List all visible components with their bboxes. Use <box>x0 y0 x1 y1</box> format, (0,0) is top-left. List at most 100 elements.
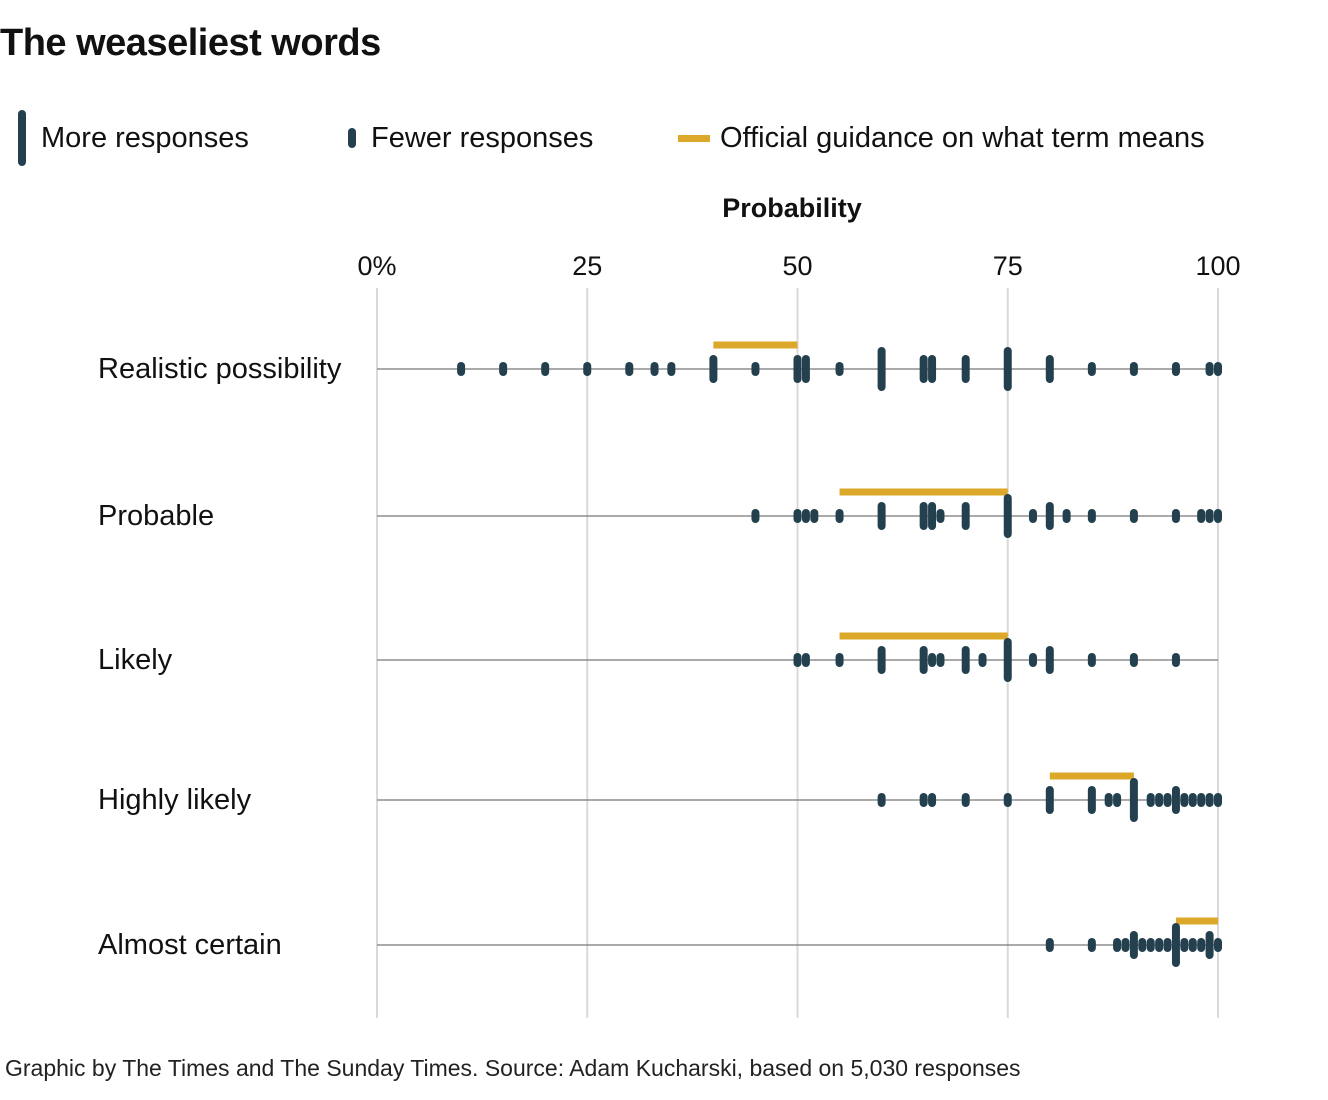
response-mark <box>793 355 802 383</box>
response-mark <box>1129 653 1138 667</box>
response-mark <box>919 502 928 530</box>
row-likely: Likely <box>98 632 1218 682</box>
response-mark <box>499 362 508 376</box>
response-mark <box>1129 509 1138 523</box>
response-mark <box>1104 793 1113 807</box>
response-mark <box>1163 938 1172 952</box>
x-tick-label-0: 0% <box>357 251 396 281</box>
response-mark <box>1188 793 1197 807</box>
response-mark <box>1113 793 1122 807</box>
response-mark <box>583 362 592 376</box>
response-mark <box>1003 638 1012 682</box>
row-probable: Probable <box>98 488 1222 538</box>
response-mark <box>835 362 844 376</box>
legend-swatch-fewer <box>348 128 356 148</box>
response-mark <box>1003 494 1012 538</box>
category-label: Probable <box>98 500 214 532</box>
response-mark <box>801 355 810 383</box>
response-mark <box>457 362 466 376</box>
response-mark <box>793 653 802 667</box>
legend-label-official: Official guidance on what term means <box>720 121 1205 154</box>
row-almost-certain: Almost certain <box>98 917 1222 967</box>
response-mark <box>1171 786 1180 814</box>
response-mark <box>650 362 659 376</box>
response-mark <box>978 653 987 667</box>
response-mark <box>919 646 928 674</box>
response-mark <box>1180 793 1189 807</box>
response-mark <box>1180 938 1189 952</box>
response-mark <box>1146 793 1155 807</box>
legend-label-fewer: Fewer responses <box>371 121 594 154</box>
response-mark <box>1214 362 1222 376</box>
response-mark <box>1197 938 1206 952</box>
response-mark <box>877 793 886 807</box>
response-mark <box>1163 793 1172 807</box>
response-mark <box>1045 786 1054 814</box>
chart-title: The weaseliest words <box>0 22 381 64</box>
response-mark <box>928 653 937 667</box>
response-mark <box>877 347 886 391</box>
response-mark <box>1045 502 1054 530</box>
response-mark <box>928 355 937 383</box>
response-mark <box>1171 509 1180 523</box>
response-mark <box>1205 509 1214 523</box>
response-mark <box>1129 362 1138 376</box>
response-mark <box>1087 509 1096 523</box>
response-mark <box>928 793 937 807</box>
response-mark <box>1087 938 1096 952</box>
response-mark <box>1087 653 1096 667</box>
response-mark <box>751 509 760 523</box>
response-mark <box>1003 347 1012 391</box>
response-mark <box>1062 509 1071 523</box>
response-mark <box>1045 938 1054 952</box>
response-mark <box>961 793 970 807</box>
category-label: Realistic possibility <box>98 353 342 385</box>
response-mark <box>1214 793 1222 807</box>
legend-fewer-responses: Fewer responses <box>348 118 593 158</box>
response-mark <box>1045 646 1054 674</box>
response-mark <box>936 509 945 523</box>
response-mark <box>1205 362 1214 376</box>
x-tick-label-25: 25 <box>572 251 602 281</box>
category-label: Almost certain <box>98 929 282 961</box>
x-tick-labels: 0% 25 50 75 100 <box>357 251 1240 281</box>
row-highly-likely: Highly likely <box>98 772 1222 822</box>
response-mark <box>1171 923 1180 967</box>
response-mark <box>1129 778 1138 822</box>
response-mark <box>1045 355 1054 383</box>
response-mark <box>928 502 937 530</box>
response-mark <box>1155 938 1164 952</box>
category-rows: Realistic possibility Probable Likely Highl… <box>98 341 1222 967</box>
response-mark <box>709 355 718 383</box>
response-mark <box>1171 362 1180 376</box>
response-mark <box>541 362 550 376</box>
response-mark <box>961 355 970 383</box>
legend-label-more: More responses <box>41 121 249 154</box>
x-axis-label: Probability <box>722 193 862 223</box>
response-mark <box>1188 938 1197 952</box>
response-mark <box>751 362 760 376</box>
response-mark <box>1146 938 1155 952</box>
row-realistic-possibility: Realistic possibility <box>98 341 1222 391</box>
response-mark <box>877 646 886 674</box>
response-mark <box>961 646 970 674</box>
response-mark <box>1205 931 1214 959</box>
response-mark <box>801 653 810 667</box>
response-mark <box>793 509 802 523</box>
response-mark <box>1028 509 1037 523</box>
response-mark <box>919 793 928 807</box>
response-mark <box>835 653 844 667</box>
response-mark <box>625 362 634 376</box>
legend-official-guidance: Official guidance on what term means <box>678 118 1205 158</box>
response-mark <box>1197 793 1206 807</box>
response-mark <box>936 653 945 667</box>
response-mark <box>1003 793 1012 807</box>
legend-swatch-official <box>678 134 710 142</box>
category-label: Highly likely <box>98 784 252 816</box>
strip-plot: Probability 0% 25 50 75 100 Realistic possib… <box>98 193 1241 1018</box>
legend-swatch-more <box>18 110 26 166</box>
response-mark <box>1171 653 1180 667</box>
response-mark <box>1028 653 1037 667</box>
response-mark <box>810 509 819 523</box>
response-mark <box>961 502 970 530</box>
